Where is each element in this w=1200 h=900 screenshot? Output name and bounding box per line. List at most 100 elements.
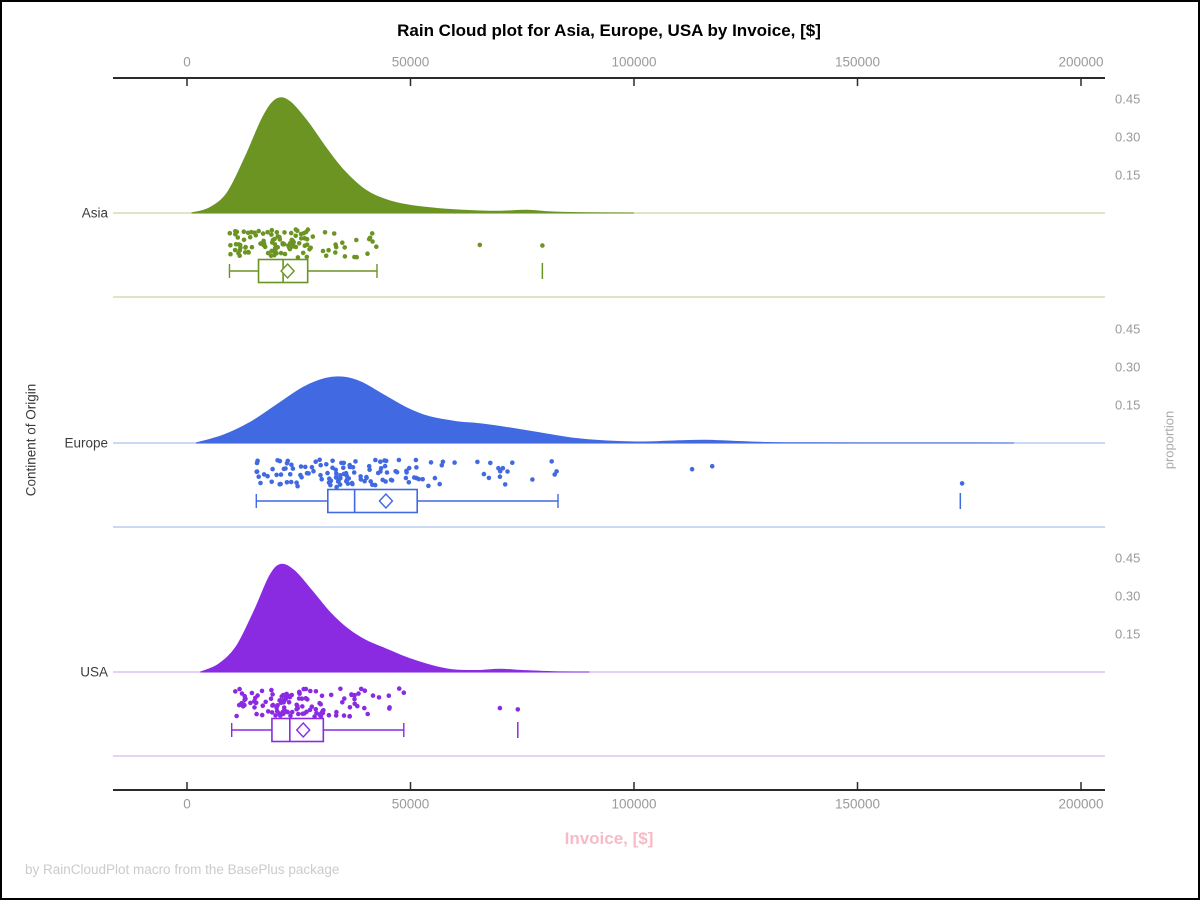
rain-point [353,459,358,464]
rain-point [293,227,299,232]
rain-point [388,477,394,483]
rain-point [273,713,278,718]
rain-point [274,230,280,235]
rain-point [341,471,347,477]
rain-point [334,471,339,476]
rain-point [376,695,382,700]
proportion-tick-label: 0.45 [1115,91,1141,107]
rain-point [279,694,285,699]
rain-point [270,703,275,708]
rain-point [530,477,535,482]
rain-point [341,713,347,718]
rain-point-outlier [477,242,483,248]
rain-point [320,708,326,714]
rain-point [394,469,400,475]
rain-point [354,254,360,260]
rain-point [255,693,260,698]
rain-point [317,712,322,717]
rain-point [274,472,279,478]
rain-point [338,475,343,481]
rain-point [510,460,515,466]
x-tick-label-bottom: 0 [183,796,191,812]
rain-point [261,472,267,477]
rain-point [242,250,248,255]
rain-point [320,248,326,254]
rain-point [370,693,376,698]
rain-point-outlier [540,243,545,248]
rain-point [333,475,339,480]
rain-point [294,702,300,708]
rain-point [354,237,359,243]
rain-point [307,247,312,252]
rain-point [288,230,294,236]
rain-point [297,691,302,696]
x-tick-label-top: 150000 [834,54,881,70]
rain-point [258,480,263,486]
rain-point [300,250,306,256]
mean-diamond [295,721,311,739]
rain-point [295,483,300,489]
rain-point [282,230,287,235]
rain-point [338,686,343,692]
rain-point [236,702,242,708]
rain-point [235,235,241,240]
rain-point [295,255,301,260]
rain-point [269,479,275,485]
rain-point [328,479,333,484]
rain-point [261,238,266,244]
rain-point [505,469,510,474]
rain-point [349,480,355,486]
rain-point [254,469,259,475]
y-axis-right-title: proportion [1161,410,1177,470]
rain-point [356,691,361,696]
rain-point [358,477,364,482]
rain-point [249,229,254,235]
rain-point [256,474,262,480]
rain-point [309,464,315,470]
rain-point [260,703,266,708]
rain-point [317,700,322,706]
rain-point [243,244,248,250]
rain-point [347,462,353,468]
rain-point-outlier [689,466,695,472]
rain-point [303,464,308,470]
rain-point [352,692,357,698]
rain-point [299,696,305,701]
rain-point [319,693,325,699]
rain-point [283,695,289,700]
rain-point [232,247,238,253]
proportion-tick-label: 0.30 [1115,359,1141,375]
rain-point [369,231,375,236]
rain-point [289,692,295,698]
rain-point [330,458,335,464]
rain-point [270,466,275,472]
rain-point [324,462,329,467]
rain-point [382,463,388,469]
rain-point [362,705,367,711]
rain-point [259,712,265,718]
rain-point [325,470,330,476]
rain-point [237,242,243,248]
rain-point [358,686,364,692]
rain-point [317,457,323,463]
rain-point [340,240,345,245]
rain-point [333,244,339,250]
rain-point [401,690,407,695]
rain-point [269,240,275,245]
rain-point [318,472,323,478]
rain-point [290,244,296,249]
rain-point [350,465,356,470]
rain-point [259,688,265,694]
rain-point [298,236,304,241]
rain-point [428,460,434,465]
rain-point [304,709,309,715]
rain-point [300,704,305,709]
rain-point [302,236,307,241]
rain-point [370,482,375,488]
rain-point [341,465,346,471]
rain-point [268,696,274,701]
rain-point [299,475,304,480]
rain-point [237,686,242,692]
rain-point-outlier [959,481,965,486]
rain-point [352,701,358,707]
